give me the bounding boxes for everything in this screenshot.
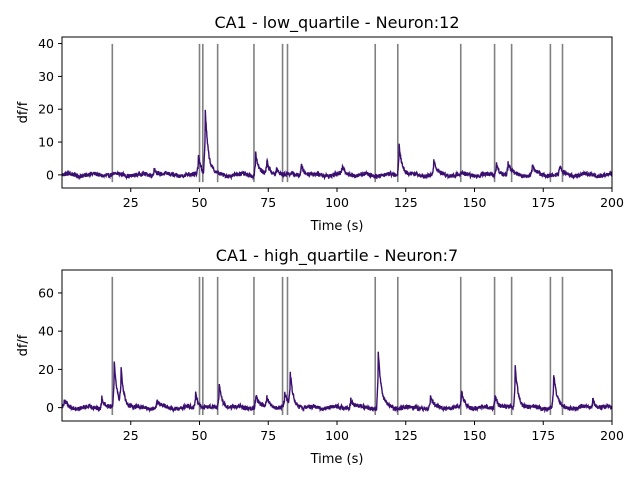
x-tick-label: 100 — [325, 428, 349, 443]
trace-line — [62, 109, 612, 181]
y-tick-label: 40 — [38, 36, 54, 51]
y-tick-label: 40 — [38, 324, 54, 339]
y-tick-label: 0 — [46, 167, 54, 182]
trace-line — [62, 351, 612, 414]
x-tick-label: 125 — [394, 195, 418, 210]
chart-title: CA1 - low_quartile - Neuron:12 — [214, 13, 459, 33]
x-tick-label: 200 — [600, 428, 624, 443]
x-axis-label: Time (s) — [310, 452, 364, 467]
plot-area — [62, 43, 612, 183]
y-tick-label: 20 — [38, 362, 54, 377]
y-axis-label: df/f — [16, 334, 31, 356]
x-tick-label: 175 — [531, 195, 555, 210]
x-tick-label: 150 — [463, 195, 487, 210]
y-axis-label: df/f — [16, 101, 31, 123]
x-tick-label: 100 — [325, 195, 349, 210]
axes-frame — [61, 36, 613, 189]
y-tick-label: 60 — [38, 285, 54, 300]
x-tick-label: 50 — [192, 428, 208, 443]
y-tick-label: 10 — [38, 135, 54, 150]
y-tick-label: 20 — [38, 102, 54, 117]
x-tick-label: 25 — [123, 428, 139, 443]
x-tick-label: 175 — [531, 428, 555, 443]
chart-panel-low-quartile: CA1 - low_quartile - Neuron:12 Time (s) … — [16, 13, 624, 234]
x-tick-label: 150 — [463, 428, 487, 443]
x-tick-label: 125 — [394, 428, 418, 443]
x-tick-label: 75 — [260, 195, 276, 210]
axes-frame — [61, 269, 613, 422]
x-tick-label: 50 — [192, 195, 208, 210]
x-tick-label: 75 — [260, 428, 276, 443]
chart-title: CA1 - high_quartile - Neuron:7 — [216, 246, 458, 266]
chart-panel-high-quartile: CA1 - high_quartile - Neuron:7 Time (s) … — [16, 246, 624, 467]
y-tick-label: 0 — [46, 400, 54, 415]
x-tick-label: 200 — [600, 195, 624, 210]
x-tick-label: 25 — [123, 195, 139, 210]
plot-area — [62, 276, 612, 415]
x-axis-label: Time (s) — [310, 219, 364, 234]
y-tick-label: 30 — [38, 69, 54, 84]
